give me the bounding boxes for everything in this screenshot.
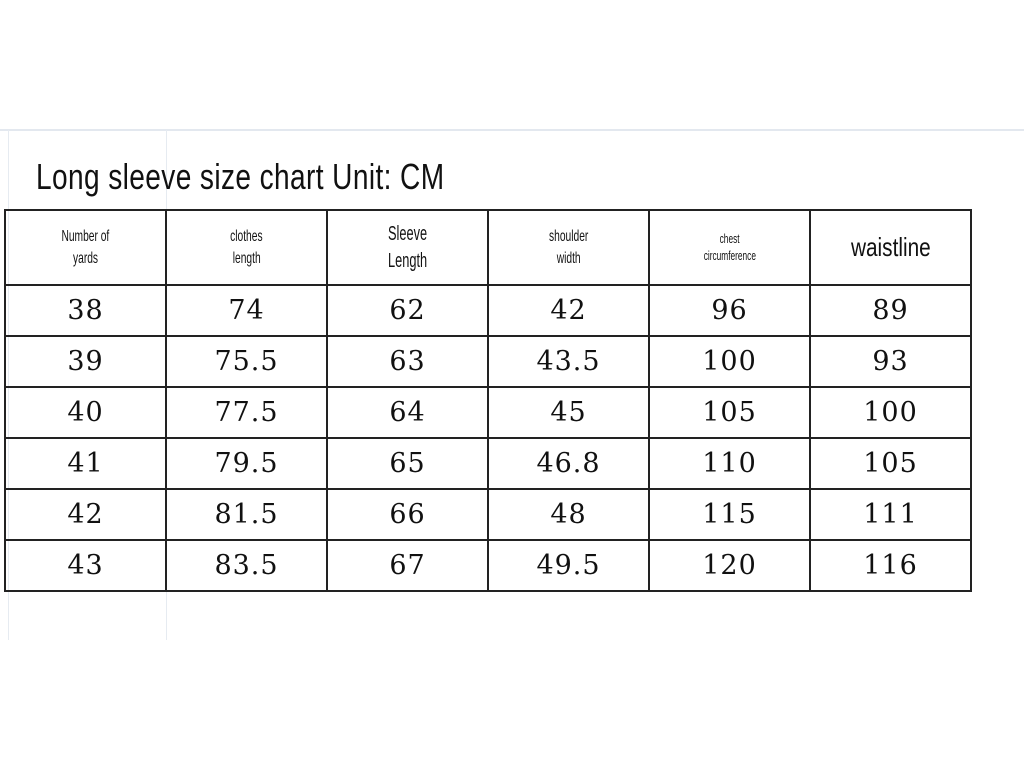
table-row: 41 79.5 65 46.8 110 105	[4, 437, 972, 490]
table-cell: 48	[487, 488, 650, 541]
table-cell: 115	[648, 488, 811, 541]
page-title: Long sleeve size chart Unit: CM	[36, 156, 445, 197]
table-cell: 63	[326, 335, 489, 388]
table-cell: 100	[648, 335, 811, 388]
table-row: 38 74 62 42 96 89	[4, 284, 972, 337]
size-chart-table: Number of yards clothes length Sleeve Lengt…	[4, 209, 972, 592]
header-clothes-length: clothes length	[165, 209, 328, 286]
table-cell: 43	[4, 539, 167, 592]
table-cell: 120	[648, 539, 811, 592]
header-sleeve-length: Sleeve Length	[326, 209, 489, 286]
table-cell: 49.5	[487, 539, 650, 592]
table-cell: 75.5	[165, 335, 328, 388]
table-cell: 96	[648, 284, 811, 337]
table-cell: 77.5	[165, 386, 328, 439]
table-cell: 46.8	[487, 437, 650, 490]
table-cell: 39	[4, 335, 167, 388]
table-cell: 40	[4, 386, 167, 439]
table-cell: 83.5	[165, 539, 328, 592]
table-cell: 62	[326, 284, 489, 337]
table-row: 40 77.5 64 45 105 100	[4, 386, 972, 439]
table-row: 39 75.5 63 43.5 100 93	[4, 335, 972, 388]
table-cell: 111	[809, 488, 972, 541]
table-cell: 74	[165, 284, 328, 337]
table-cell: 105	[648, 386, 811, 439]
table-cell: 81.5	[165, 488, 328, 541]
header-chest-circumference: chest circumference	[648, 209, 811, 286]
table-cell: 89	[809, 284, 972, 337]
table-row: 43 83.5 67 49.5 120 116	[4, 539, 972, 592]
table-cell: 110	[648, 437, 811, 490]
table-cell: 100	[809, 386, 972, 439]
table-cell: 79.5	[165, 437, 328, 490]
background-grid-line	[0, 129, 1024, 131]
table-cell: 45	[487, 386, 650, 439]
table-cell: 38	[4, 284, 167, 337]
table-cell: 41	[4, 437, 167, 490]
header-waistline: waistline	[809, 209, 972, 286]
table-row: 42 81.5 66 48 115 111	[4, 488, 972, 541]
table-cell: 66	[326, 488, 489, 541]
table-cell: 43.5	[487, 335, 650, 388]
header-row: Number of yards clothes length Sleeve Lengt…	[4, 209, 972, 286]
table-cell: 105	[809, 437, 972, 490]
table-cell: 116	[809, 539, 972, 592]
table-cell: 93	[809, 335, 972, 388]
table-cell: 42	[487, 284, 650, 337]
header-shoulder-width: shoulder width	[487, 209, 650, 286]
header-size: Number of yards	[4, 209, 167, 286]
table-cell: 67	[326, 539, 489, 592]
table-cell: 42	[4, 488, 167, 541]
table-cell: 65	[326, 437, 489, 490]
table-cell: 64	[326, 386, 489, 439]
